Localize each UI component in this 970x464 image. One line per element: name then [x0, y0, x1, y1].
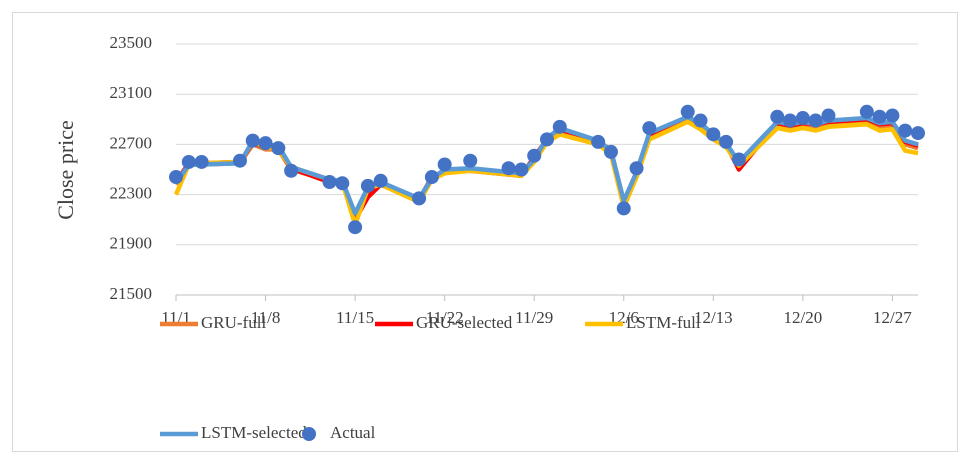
x-tick-label: 11/22 [426, 308, 464, 327]
legend-label: GRU-full [201, 313, 266, 332]
data-point [335, 176, 350, 191]
y-tick-label: 23100 [110, 83, 153, 102]
data-point [424, 170, 439, 185]
data-point [322, 175, 337, 190]
x-tick-label: 11/8 [251, 308, 281, 327]
data-point [169, 170, 183, 185]
legend-label: LSTM-selected [201, 423, 307, 442]
data-point [808, 113, 823, 128]
data-point [911, 126, 925, 141]
data-point [872, 109, 887, 124]
data-point [181, 154, 196, 169]
y-tick-label: 22700 [110, 133, 153, 152]
data-point [194, 154, 209, 169]
legend-label: Actual [330, 423, 376, 442]
data-point [693, 113, 708, 128]
y-tick-label: 22300 [110, 184, 153, 203]
data-point [552, 119, 567, 134]
data-point [527, 148, 542, 163]
data-point [373, 173, 388, 188]
data-point [783, 113, 798, 128]
x-tick-label: 12/27 [873, 308, 912, 327]
data-point [540, 132, 554, 147]
data-point [616, 201, 631, 216]
data-point [706, 127, 721, 142]
legend-label: LSTM-full [626, 313, 701, 332]
y-axis-label: Close price [53, 120, 78, 220]
x-tick-label: 12/13 [694, 308, 733, 327]
data-point [284, 163, 299, 178]
data-point [680, 104, 695, 119]
data-point [642, 121, 657, 136]
chart-border [12, 12, 958, 452]
data-point [731, 152, 746, 167]
y-tick-label: 21500 [110, 284, 153, 303]
data-point [437, 157, 452, 172]
data-point [360, 178, 375, 193]
data-point [719, 134, 734, 149]
data-point [885, 108, 900, 123]
data-point [501, 161, 516, 176]
data-point [603, 144, 618, 159]
data-point [629, 161, 644, 176]
data-point [348, 220, 363, 235]
data-point [821, 108, 836, 123]
data-point [232, 153, 247, 168]
data-point [245, 133, 260, 148]
data-point [591, 134, 606, 149]
data-point [258, 136, 273, 151]
legend-marker [302, 427, 316, 441]
data-point [463, 153, 478, 168]
x-tick-label: 11/29 [515, 308, 553, 327]
data-point [898, 123, 913, 138]
x-tick-label: 12/20 [783, 308, 822, 327]
x-tick-label: 11/15 [336, 308, 374, 327]
data-point [271, 141, 286, 156]
y-tick-label: 21900 [110, 234, 153, 253]
legend-label: GRU-selected [416, 313, 513, 332]
y-tick-label: 23500 [110, 33, 153, 52]
data-point [412, 191, 427, 206]
data-point [859, 104, 874, 119]
data-point [795, 111, 810, 126]
data-point [770, 109, 785, 124]
data-point [514, 162, 529, 177]
